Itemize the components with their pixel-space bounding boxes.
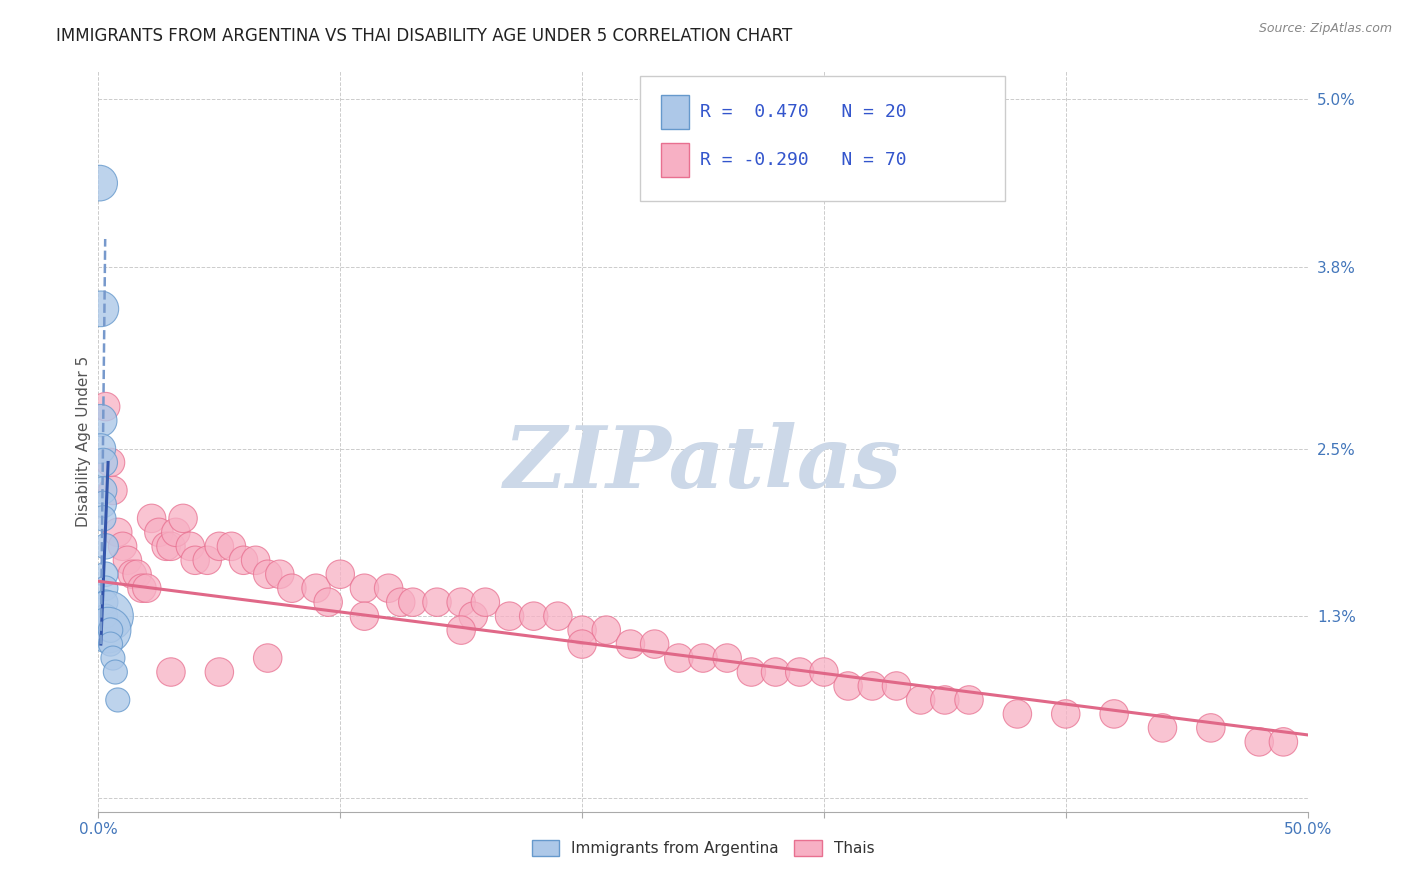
Point bbox=[97, 609, 120, 624]
Y-axis label: Disability Age Under 5: Disability Age Under 5 bbox=[76, 356, 91, 527]
Point bbox=[281, 581, 304, 595]
Point bbox=[256, 567, 278, 582]
Point bbox=[107, 693, 129, 707]
Legend: Immigrants from Argentina, Thais: Immigrants from Argentina, Thais bbox=[531, 840, 875, 856]
Point bbox=[100, 637, 122, 651]
Point bbox=[94, 595, 117, 609]
Point bbox=[90, 442, 112, 456]
Point bbox=[90, 414, 112, 428]
Point bbox=[104, 665, 127, 679]
Point bbox=[910, 693, 932, 707]
Point bbox=[94, 581, 117, 595]
Point bbox=[692, 651, 714, 665]
Point bbox=[107, 525, 129, 540]
Point bbox=[131, 581, 153, 595]
Point bbox=[160, 539, 183, 553]
Point bbox=[172, 511, 194, 525]
Point bbox=[886, 679, 908, 693]
Point bbox=[668, 651, 690, 665]
Point bbox=[155, 539, 177, 553]
Point bbox=[127, 567, 149, 582]
Point bbox=[94, 609, 117, 624]
Point bbox=[94, 400, 117, 414]
Point bbox=[316, 595, 339, 609]
Point bbox=[91, 511, 114, 525]
Point bbox=[121, 567, 143, 582]
Point bbox=[305, 581, 328, 595]
Point bbox=[813, 665, 835, 679]
Text: IMMIGRANTS FROM ARGENTINA VS THAI DISABILITY AGE UNDER 5 CORRELATION CHART: IMMIGRANTS FROM ARGENTINA VS THAI DISABI… bbox=[56, 27, 793, 45]
Point bbox=[765, 665, 787, 679]
Point bbox=[619, 637, 641, 651]
Point bbox=[474, 595, 496, 609]
Point bbox=[716, 651, 738, 665]
Point bbox=[547, 609, 569, 624]
Point bbox=[463, 609, 485, 624]
Point bbox=[90, 301, 112, 316]
Point bbox=[353, 609, 375, 624]
Point bbox=[377, 581, 399, 595]
Point bbox=[111, 539, 134, 553]
Point bbox=[100, 455, 122, 469]
Point bbox=[402, 595, 425, 609]
Point bbox=[269, 567, 291, 582]
Point bbox=[1007, 706, 1029, 721]
Point bbox=[353, 581, 375, 595]
Point bbox=[208, 665, 231, 679]
Point bbox=[1152, 721, 1174, 735]
Point bbox=[165, 525, 187, 540]
Point bbox=[91, 483, 114, 498]
Point bbox=[1199, 721, 1222, 735]
Point bbox=[389, 595, 412, 609]
Point bbox=[184, 553, 207, 567]
Point bbox=[195, 553, 218, 567]
Point bbox=[1102, 706, 1125, 721]
Point bbox=[100, 623, 122, 637]
Point bbox=[957, 693, 980, 707]
Point bbox=[450, 595, 472, 609]
Point bbox=[256, 651, 278, 665]
Point bbox=[789, 665, 811, 679]
Point bbox=[91, 497, 114, 511]
Text: R =  0.470   N = 20: R = 0.470 N = 20 bbox=[700, 103, 907, 121]
Point bbox=[208, 539, 231, 553]
Point bbox=[160, 665, 183, 679]
Point bbox=[221, 539, 243, 553]
Point bbox=[101, 483, 124, 498]
Point bbox=[135, 581, 157, 595]
Point bbox=[179, 539, 201, 553]
Point bbox=[117, 553, 139, 567]
Point bbox=[523, 609, 546, 624]
Text: R = -0.290   N = 70: R = -0.290 N = 70 bbox=[700, 151, 907, 169]
Point bbox=[450, 623, 472, 637]
Point bbox=[426, 595, 449, 609]
Point bbox=[740, 665, 762, 679]
Point bbox=[329, 567, 352, 582]
Text: ZIPatlas: ZIPatlas bbox=[503, 422, 903, 506]
Point bbox=[1054, 706, 1077, 721]
Point bbox=[644, 637, 666, 651]
Point bbox=[837, 679, 859, 693]
Point bbox=[91, 455, 114, 469]
Point bbox=[1249, 735, 1271, 749]
Point bbox=[89, 176, 111, 190]
Point bbox=[934, 693, 956, 707]
Point bbox=[571, 623, 593, 637]
Point bbox=[860, 679, 883, 693]
Point bbox=[595, 623, 617, 637]
Point bbox=[232, 553, 254, 567]
Point bbox=[97, 623, 120, 637]
Point bbox=[141, 511, 163, 525]
Point bbox=[245, 553, 267, 567]
Point bbox=[1272, 735, 1295, 749]
Point bbox=[94, 539, 117, 553]
Text: Source: ZipAtlas.com: Source: ZipAtlas.com bbox=[1258, 22, 1392, 36]
Point bbox=[148, 525, 170, 540]
Point bbox=[498, 609, 520, 624]
Point bbox=[101, 651, 124, 665]
Point bbox=[94, 567, 117, 582]
Point bbox=[571, 637, 593, 651]
